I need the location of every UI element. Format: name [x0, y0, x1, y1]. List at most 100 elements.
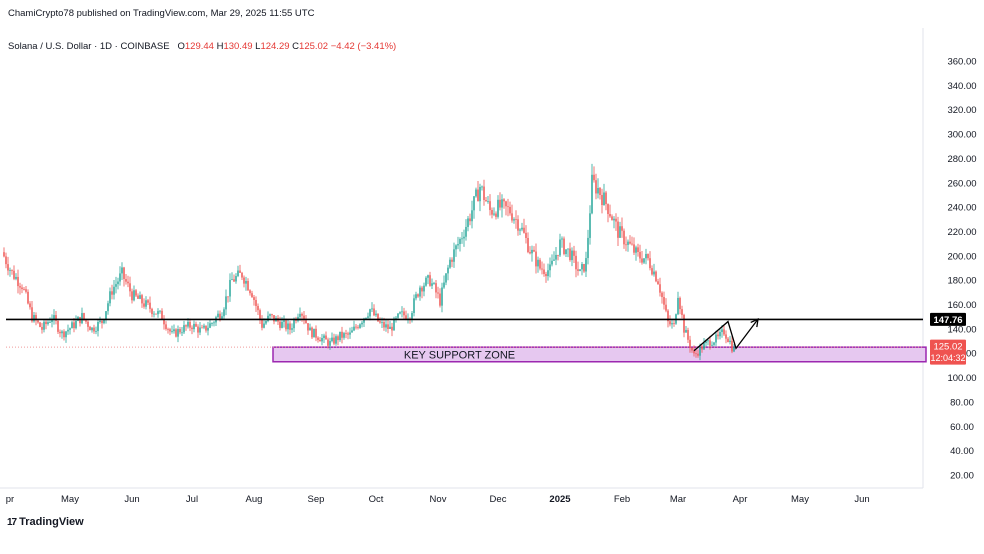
- candle-body: [161, 310, 163, 320]
- candle-body: [695, 353, 697, 355]
- candle-body: [157, 311, 159, 315]
- candle-body: [259, 310, 261, 320]
- candle-body: [149, 302, 151, 309]
- candle-body: [383, 321, 385, 328]
- candle-body: [629, 241, 631, 244]
- candle-body: [465, 226, 467, 237]
- symbol-name[interactable]: Solana / U.S. Dollar · 1D · COINBASE: [8, 41, 170, 52]
- candle-body: [537, 259, 539, 267]
- candle-body: [469, 218, 471, 222]
- candle-body: [287, 323, 289, 330]
- candle-body: [221, 316, 223, 319]
- candle-body: [177, 329, 179, 337]
- candle-body: [85, 319, 87, 322]
- candle-body: [189, 321, 191, 328]
- candle-body: [609, 214, 611, 217]
- candle-body: [673, 323, 675, 324]
- candle-body: [653, 271, 655, 275]
- candle-body: [255, 299, 257, 306]
- candle-body: [331, 337, 333, 342]
- candle-body: [5, 256, 7, 265]
- candle-body: [411, 313, 413, 320]
- candle-body: [9, 269, 11, 271]
- candle-body: [285, 320, 287, 330]
- candle-body: [111, 291, 113, 295]
- candle-body: [587, 237, 589, 259]
- candle-body: [309, 327, 311, 331]
- candle-body: [369, 309, 371, 317]
- candle-body: [335, 336, 337, 344]
- candle-body: [719, 332, 721, 337]
- candle-body: [625, 244, 627, 246]
- candle-body: [153, 313, 155, 315]
- candle-body: [611, 216, 613, 221]
- candle-body: [723, 329, 725, 335]
- candle-body: [75, 320, 77, 329]
- candle-body: [531, 249, 533, 254]
- ohlc-change: −4.42 (−3.41%): [330, 41, 397, 52]
- candle-body: [87, 321, 89, 327]
- candle-body: [341, 331, 343, 338]
- candle-body: [247, 280, 249, 291]
- candle-body: [621, 226, 623, 231]
- candle-body: [107, 303, 109, 312]
- candle-body: [83, 313, 85, 320]
- x-tick-label: Apr: [733, 494, 748, 505]
- candle-body: [421, 287, 423, 292]
- tradingview-brand[interactable]: 17 TradingView: [7, 516, 84, 528]
- candle-body: [43, 321, 45, 330]
- candle-body: [677, 297, 679, 315]
- candle-body: [545, 273, 547, 277]
- x-tick-label: Nov: [430, 494, 447, 505]
- candle-body: [413, 298, 415, 314]
- candle-body: [213, 322, 215, 324]
- candle-body: [535, 251, 537, 267]
- candle-body: [239, 270, 241, 273]
- candle-body: [449, 259, 451, 268]
- candle-body: [437, 292, 439, 294]
- candle-body: [91, 327, 93, 331]
- candle-body: [561, 238, 563, 240]
- candle-body: [633, 244, 635, 253]
- candle-body: [51, 319, 53, 322]
- candle-body: [301, 313, 303, 316]
- y-tick-label: 220.00: [947, 227, 976, 238]
- last-price-label: 125.02: [933, 342, 962, 353]
- candle-body: [717, 334, 719, 337]
- candle-body: [679, 297, 681, 310]
- candle-body: [67, 329, 69, 332]
- candle-body: [183, 325, 185, 333]
- candle-body: [517, 219, 519, 231]
- candle-body: [97, 321, 99, 332]
- candle-body: [499, 199, 501, 208]
- candle-body: [41, 326, 43, 330]
- candle-body: [357, 327, 359, 329]
- candle-body: [23, 289, 25, 290]
- tradingview-logo-icon: 17: [7, 516, 17, 528]
- candle-body: [525, 232, 527, 238]
- candle-body: [185, 325, 187, 327]
- candle-body: [307, 323, 309, 331]
- candle-body: [311, 327, 313, 338]
- candle-body: [379, 321, 381, 323]
- candle-body: [147, 300, 149, 303]
- candle-body: [605, 192, 607, 205]
- candle-body: [373, 308, 375, 316]
- candle-body: [509, 206, 511, 214]
- candle-body: [31, 307, 33, 322]
- candle-body: [135, 290, 137, 296]
- candle-body: [143, 303, 145, 307]
- candle-body: [241, 272, 243, 278]
- candle-body: [721, 329, 723, 333]
- candle-body: [601, 195, 603, 206]
- candle-body: [687, 329, 689, 340]
- candle-body: [441, 287, 443, 306]
- candle-body: [95, 331, 97, 332]
- candle-body: [325, 335, 327, 340]
- candle-body: [237, 270, 239, 277]
- candle-body: [401, 311, 403, 313]
- candle-body: [151, 308, 153, 315]
- candle-body: [645, 254, 647, 259]
- candle-body: [603, 192, 605, 206]
